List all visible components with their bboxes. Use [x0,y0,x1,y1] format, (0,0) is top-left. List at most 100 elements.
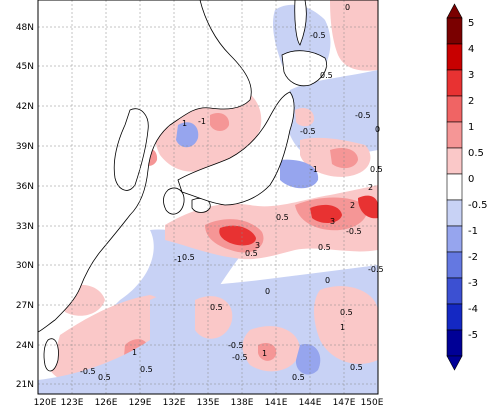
hokkaido [281,50,327,87]
contour-label: 0.5 [340,308,353,317]
lat-tick-label: 24N [16,341,34,351]
contour-label: 0.5 [245,249,258,258]
colorbar-segment [446,173,463,201]
colorbar-label: 2 [468,96,474,107]
colorbar-label: 5 [468,18,474,29]
lon-tick-label: 141E [265,398,288,408]
contour-label: 1 [262,349,267,358]
contour-label: 0.5 [292,373,305,382]
colorbar-label: -4 [468,304,478,315]
colorbar-label: 0 [468,174,474,185]
colorbar-label: 4 [468,44,474,55]
contour-label: 3 [255,241,260,250]
lon-tick-label: 126E [95,398,118,408]
colorbar-segment [446,251,463,279]
lon-tick-label: 135E [197,398,220,408]
colorbar-label: -1 [468,226,478,237]
colorbar-label: -2 [468,252,478,263]
colorbar-segment [446,303,463,331]
positive-anomaly-region [195,296,233,339]
contour-label: 2 [350,201,355,210]
contour-label: -0.5 [232,353,248,362]
contour-label: -0.5 [310,31,326,40]
positive-anomaly-region [210,113,230,131]
contour-label: -0.5 [346,227,362,236]
lon-tick-label: 147E [333,398,356,408]
contour-label: 1 [182,119,187,128]
sakhalin [294,0,307,46]
lat-tick-label: 45N [16,62,34,72]
korea-peninsula [113,108,149,191]
colorbar-label: -5 [468,330,478,341]
positive-anomaly-region [314,286,378,364]
positive-anomaly-region [219,225,256,246]
contour-label: -0.5 [355,111,371,120]
contour-label: 0 [265,287,270,296]
lat-tick-label: 30N [16,261,34,271]
positive-anomaly-region [358,195,378,219]
lon-tick-label: 132E [163,398,186,408]
contour-label: 1 [340,323,345,332]
lon-axis: 120E 123E 126E 129E 132E 135E 138E 141E … [34,398,384,408]
lon-tick-label: 144E [299,398,322,408]
contour-label: -1 [198,117,206,126]
lon-tick-label: 129E [129,398,152,408]
colorbar-segment [446,17,463,45]
positive-anomaly-region [310,204,342,224]
positive-anomaly-region [330,0,378,71]
colorbar-segment [446,329,463,357]
contour-label: 0.5 [350,363,363,372]
contour-label: 0 [345,3,350,12]
contour-label: -0.5 [80,367,96,376]
colorbar-label: 1 [468,122,474,133]
colorbar-segment [446,225,463,253]
contour-labels: -0.5 0 0.5 1 -1 2 3 -0.5 0.5 0 -0.5 0.5 … [80,3,384,382]
lat-tick-label: 48N [16,23,34,33]
colorbar-bottom-arrow [446,355,463,371]
lon-tick-label: 150E [361,398,384,408]
contour-label: 0.5 [210,303,223,312]
contour-label: 0.5 [318,243,331,252]
grid-lines [38,0,378,394]
taiwan [43,338,59,372]
lat-tick-label: 42N [16,102,34,112]
colorbar-top-arrow [446,3,463,19]
lat-tick-label: 21N [16,380,34,390]
lon-tick-label: 120E [34,398,57,408]
colorbar-segment [446,147,463,175]
coastlines [37,0,327,372]
positive-anomaly-region [330,148,358,169]
colorbar-segment [446,95,463,123]
contour-label: 3 [330,217,335,226]
lat-axis: 48N 45N 42N 39N 36N 33N 30N 27N 24N 21N [16,23,34,390]
negative-anomaly-region [295,344,321,375]
colorbar: 5 4 3 2 1 0.5 0 -0.5 -1 -2 -3 -4 -5 [446,3,488,371]
lat-tick-label: 33N [16,222,34,232]
colorbar-segment [446,69,463,97]
negative-anomaly-region [280,159,319,189]
lat-tick-label: 39N [16,142,34,152]
negative-anomaly-region [285,70,378,156]
lon-tick-label: 123E [61,398,84,408]
colorbar-label: 3 [468,70,474,81]
negative-anomaly-region [176,122,199,148]
colorbar-segment [446,199,463,227]
lon-tick-label: 138E [231,398,254,408]
contour-label: -0.5 [300,127,316,136]
honshu [177,91,295,206]
contour-label: -0.5 [228,341,244,350]
colorbar-label: -0.5 [468,200,488,211]
contour-label: 0.5 [140,365,153,374]
colorbar-segment [446,121,463,149]
contour-label: -1 [174,255,182,264]
plot-frame [37,0,379,395]
contour-label: -1 [310,165,318,174]
colorbar-label: -3 [468,278,478,289]
contour-label: 0.5 [98,373,111,382]
lat-tick-label: 27N [16,301,34,311]
lat-tick-label: 36N [16,182,34,192]
contour-label: 0.5 [276,213,289,222]
contour-label: 0.5 [182,253,195,262]
contour-label: 1 [132,348,137,357]
